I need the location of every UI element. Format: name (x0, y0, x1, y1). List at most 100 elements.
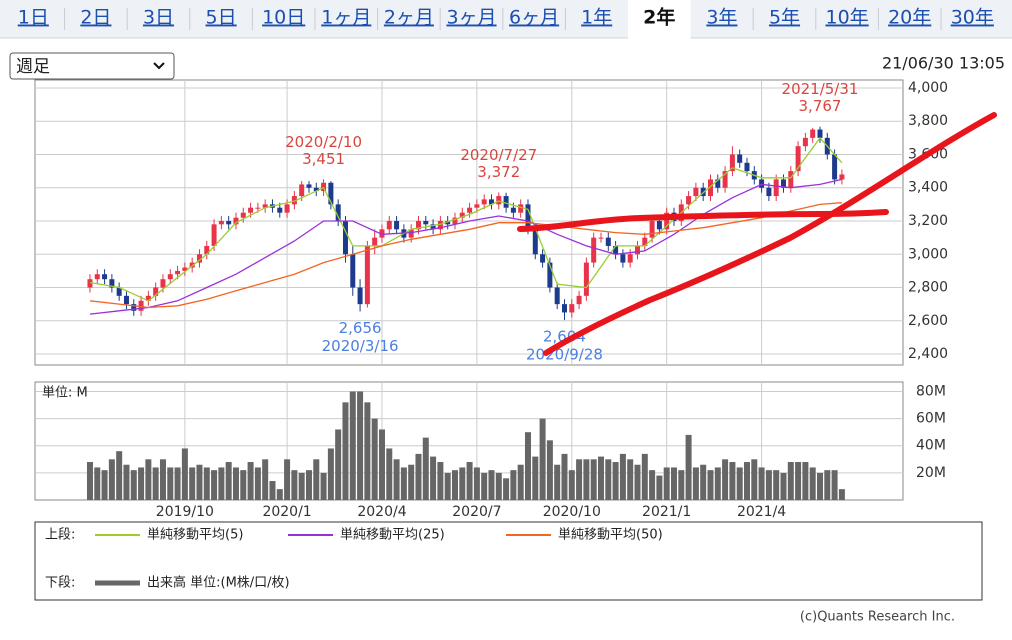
volume-bar (780, 472, 787, 500)
candle-body (218, 221, 224, 225)
volume-bar (831, 470, 838, 500)
tab[interactable]: 10年 (826, 7, 869, 29)
volume-bar (583, 459, 590, 500)
volume-bar (167, 467, 174, 500)
volume-bar (692, 467, 699, 500)
tab[interactable]: 5日 (206, 7, 237, 29)
candle-body (204, 245, 210, 255)
tab[interactable]: 2ヶ月 (384, 7, 434, 29)
volume-bar (649, 470, 656, 500)
volume-bar (707, 470, 714, 500)
y-tick-label: 3,400 (908, 180, 948, 196)
candle-body (729, 154, 735, 172)
tab[interactable]: 3ヶ月 (446, 7, 496, 29)
tab[interactable]: 20年 (888, 7, 931, 29)
y-tick-label: 4,000 (908, 80, 948, 96)
tab[interactable]: 6ヶ月 (509, 7, 559, 29)
volume-bar (517, 464, 524, 500)
candle-body (313, 187, 319, 192)
volume-bar (619, 453, 626, 500)
candle-body (394, 221, 400, 230)
candle-body (817, 129, 823, 138)
period-select[interactable] (9, 52, 175, 80)
tab[interactable]: 30年 (951, 7, 994, 29)
volume-bar (86, 462, 93, 500)
tab[interactable]: 1年 (581, 7, 612, 29)
candle-body (474, 204, 480, 208)
volume-bar (145, 459, 152, 500)
volume-bar (824, 470, 831, 500)
annotation-date: 2020/3/16 (322, 337, 399, 355)
volume-bar (181, 448, 188, 500)
candle-body (379, 229, 385, 238)
candle-body (102, 274, 108, 280)
price-chart: 2,4002,6002,8003,0003,2003,4003,6003,800… (34, 79, 948, 366)
candle-body (839, 174, 845, 180)
candle-body (583, 262, 589, 296)
volume-bar (473, 467, 480, 500)
volume-bar (357, 391, 364, 500)
volume-bar (729, 462, 736, 500)
annotation-value: 2,656 (339, 319, 382, 337)
y-tick-label: 2,600 (908, 313, 948, 329)
y-tick-label: 2,400 (908, 346, 948, 362)
volume-bar (459, 467, 466, 500)
volume-bar (291, 470, 298, 500)
volume-bar (225, 462, 232, 500)
candle-body (656, 221, 662, 230)
candle-body (87, 279, 93, 288)
candle-body (372, 237, 378, 246)
tab[interactable]: 2日 (80, 7, 111, 29)
candle-body (226, 221, 232, 225)
tab[interactable]: 2年 (643, 6, 675, 29)
volume-bar (816, 472, 823, 500)
tab[interactable]: 1日 (18, 7, 49, 29)
tab[interactable]: 10日 (262, 7, 305, 29)
candle-body (496, 196, 502, 205)
volume-bar (123, 464, 130, 500)
volume-bar (539, 418, 546, 500)
candle-body (299, 184, 305, 197)
tab-active-bg (628, 0, 691, 39)
volume-bar (481, 472, 488, 500)
candle-body (342, 221, 348, 255)
volume-bar (393, 459, 400, 500)
candle-body (488, 199, 494, 205)
volume-bar (437, 462, 444, 500)
candle-body (664, 212, 670, 230)
candle-body (240, 212, 246, 218)
volume-bar (254, 467, 261, 500)
tab[interactable]: 5年 (769, 7, 800, 29)
candle-body (518, 204, 524, 213)
volume-bar (101, 470, 108, 500)
candle-body (445, 221, 451, 225)
candle-body (467, 207, 473, 213)
volume-bar (663, 467, 670, 500)
candle-body (547, 262, 553, 288)
volume-bar (773, 470, 780, 500)
volume-bar (758, 467, 765, 500)
volume-bar (802, 462, 809, 500)
candle-body (649, 221, 655, 238)
volume-bar (641, 453, 648, 500)
volume-bar (262, 459, 269, 500)
volume-bar (313, 459, 320, 500)
x-tick-label: 2019/10 (156, 504, 214, 520)
legend-lower: 下段: (45, 576, 75, 591)
legend-label: 単純移動平均(25) (340, 527, 445, 543)
volume-bar (495, 472, 502, 500)
candle-body (160, 279, 166, 288)
tab[interactable]: 3年 (706, 7, 737, 29)
tab[interactable]: 1ヶ月 (321, 7, 371, 29)
tab[interactable]: 3日 (143, 7, 174, 29)
candle-body (248, 207, 254, 213)
candle-body (773, 179, 779, 197)
candle-body (131, 304, 137, 311)
volume-bar (422, 437, 429, 500)
candle-body (503, 196, 509, 208)
candle-body (284, 204, 290, 213)
x-tick-label: 2021/1 (642, 504, 691, 520)
candle-body (722, 171, 728, 188)
candle-body (189, 262, 195, 268)
